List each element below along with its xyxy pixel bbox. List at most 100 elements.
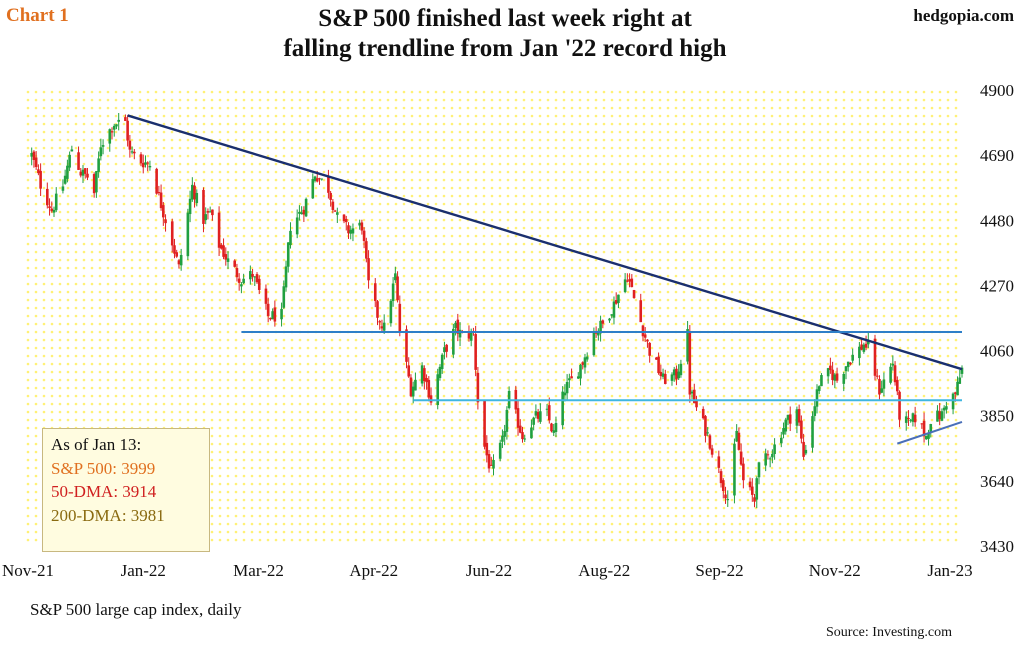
- y-tick-label: 4060: [980, 342, 1014, 361]
- candle-body: [438, 366, 442, 378]
- candle-body: [585, 356, 589, 360]
- candle-body: [670, 374, 674, 381]
- candle-body: [311, 179, 315, 199]
- candle-body: [639, 300, 643, 323]
- candle-body: [800, 420, 803, 439]
- candle-body: [717, 456, 721, 468]
- candle-body: [764, 453, 767, 466]
- candle-body: [882, 379, 886, 389]
- candle-body: [373, 283, 377, 301]
- x-tick-label: Jan-22: [121, 561, 166, 580]
- candle-body: [579, 364, 582, 379]
- candle-body: [344, 218, 348, 223]
- candle-body: [420, 365, 424, 384]
- candle-body: [849, 362, 852, 365]
- candle-body: [188, 198, 192, 215]
- candle-body: [704, 416, 707, 436]
- candle-body: [864, 343, 868, 348]
- candle-body: [92, 174, 96, 194]
- candle-body: [409, 377, 413, 397]
- y-tick-label: 4480: [980, 211, 1014, 230]
- candle-body: [284, 266, 288, 288]
- site-name: hedgopia.com: [913, 6, 1014, 25]
- candle-body: [485, 442, 489, 456]
- x-tick-label: Apr-22: [349, 561, 398, 580]
- candle-body: [753, 497, 756, 502]
- candle-body: [880, 388, 883, 393]
- candle-body: [597, 330, 600, 336]
- candle-body: [813, 406, 817, 416]
- candle-body: [677, 371, 680, 379]
- candle-body: [360, 222, 364, 231]
- candle-body: [608, 318, 611, 321]
- candle-body: [878, 379, 881, 395]
- candle-body: [235, 268, 239, 278]
- candle-body: [382, 322, 386, 331]
- candle-body: [242, 278, 245, 284]
- candle-body: [99, 147, 103, 157]
- candle-body: [695, 400, 698, 408]
- candle-body: [30, 152, 33, 157]
- candle-body: [742, 463, 745, 481]
- candle-body: [922, 420, 926, 437]
- candle-body: [253, 276, 257, 278]
- candle-body: [240, 284, 243, 287]
- candle-body: [202, 189, 205, 224]
- source-note: Source: Investing.com: [826, 625, 952, 640]
- candle-body: [148, 165, 152, 168]
- candle-body: [81, 169, 85, 176]
- candle-body: [63, 175, 67, 184]
- x-tick-label: Aug-22: [578, 561, 630, 580]
- candles: [30, 113, 964, 509]
- info-box-sp500: S&P 500: 3999: [51, 458, 156, 478]
- candle-body: [842, 373, 846, 384]
- candle-body: [820, 375, 823, 387]
- candle-body: [675, 368, 678, 380]
- candle-body: [191, 184, 194, 200]
- candle-body: [226, 258, 230, 262]
- candle-body: [940, 411, 944, 421]
- candle-body: [786, 414, 790, 420]
- candle-body: [690, 391, 694, 394]
- candle-body: [467, 333, 471, 339]
- candle-body: [407, 365, 411, 377]
- candle-body: [126, 120, 129, 141]
- candle-body: [599, 320, 602, 334]
- candle-body: [826, 368, 830, 377]
- y-tick-label: 3640: [980, 472, 1014, 491]
- candle-body: [133, 151, 136, 154]
- candle-body: [630, 278, 634, 288]
- candle-body: [456, 319, 460, 334]
- candle-body: [913, 414, 917, 423]
- candle-body: [139, 154, 143, 164]
- candle-body: [469, 331, 473, 341]
- candle-body: [904, 416, 908, 423]
- candle-body: [427, 379, 431, 398]
- candle-body: [61, 186, 65, 191]
- candle-body: [380, 326, 384, 329]
- candle-body: [523, 438, 527, 440]
- candle-body: [83, 168, 87, 174]
- candle-body: [101, 145, 105, 147]
- candle-body: [193, 185, 196, 200]
- candle-body: [211, 209, 214, 216]
- candle-body: [554, 422, 558, 432]
- candle-body: [77, 152, 80, 170]
- candle-body: [860, 344, 863, 350]
- candle-body: [534, 411, 538, 416]
- candle-body: [726, 499, 730, 501]
- candle-body: [710, 448, 714, 455]
- candle-body: [748, 481, 752, 488]
- candle-body: [782, 428, 785, 435]
- candle-body: [112, 125, 116, 130]
- candle-body: [889, 366, 892, 383]
- candle-body: [706, 432, 709, 434]
- candle-body: [445, 344, 448, 352]
- candle-body: [550, 423, 553, 432]
- candle-body: [724, 494, 727, 499]
- candle-body: [130, 151, 134, 153]
- candle-body: [358, 222, 361, 226]
- y-axis: 3430 3640 3850 4060 4270 4480 4690 4900: [980, 81, 1014, 556]
- candle-body: [561, 391, 564, 426]
- candle-body: [266, 303, 270, 317]
